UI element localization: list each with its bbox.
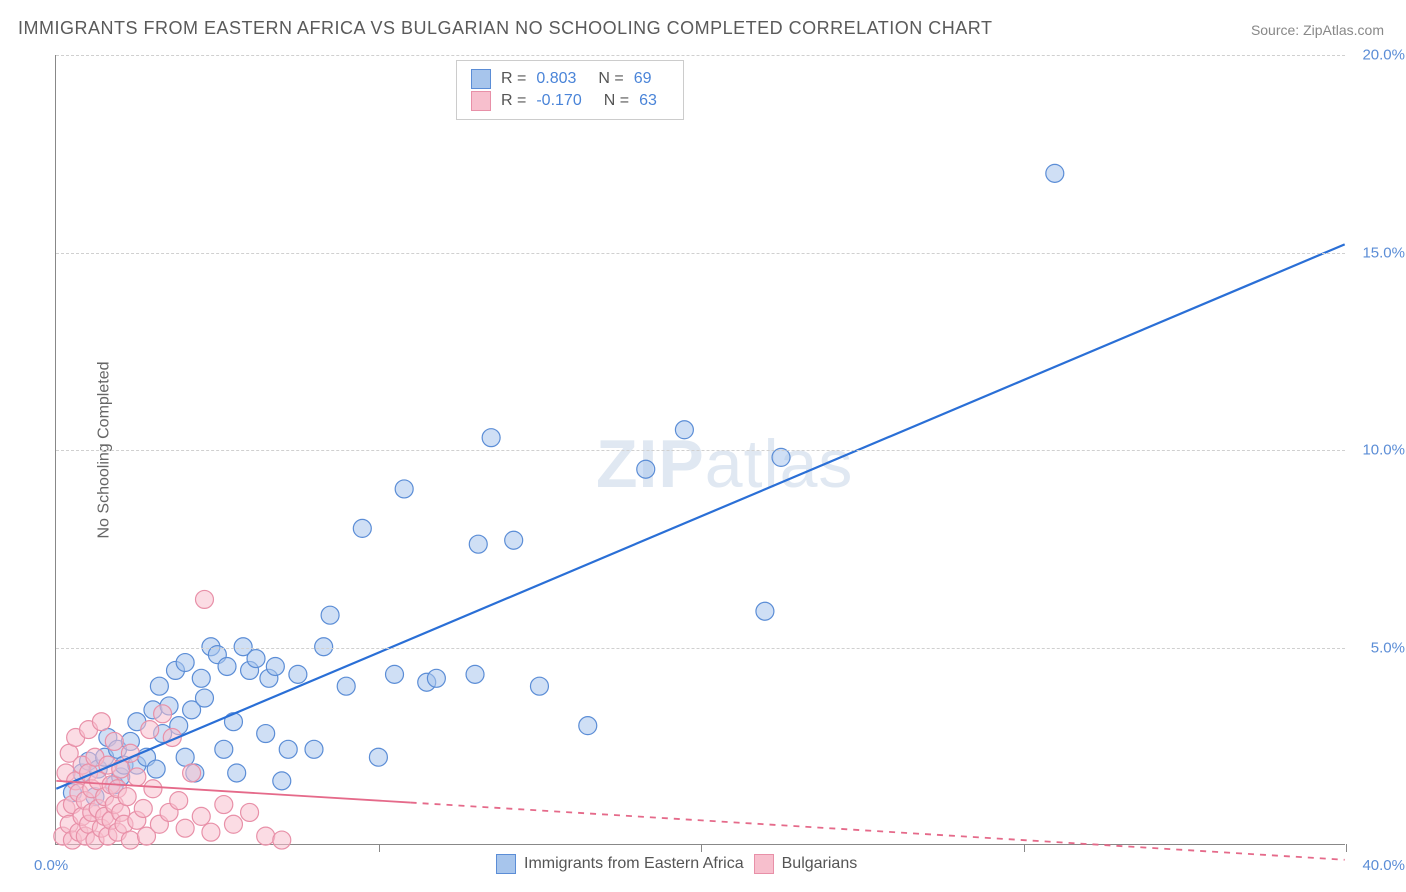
data-point [112, 760, 130, 778]
gridline [56, 648, 1345, 649]
data-point [195, 590, 213, 608]
data-point [176, 819, 194, 837]
data-point [337, 677, 355, 695]
y-tick-label: 5.0% [1371, 639, 1405, 656]
stat-n-value: 69 [634, 70, 652, 88]
data-point [257, 725, 275, 743]
x-tick [379, 844, 380, 852]
chart-title: IMMIGRANTS FROM EASTERN AFRICA VS BULGAR… [18, 18, 992, 39]
data-point [144, 780, 162, 798]
chart-area: No Schooling Completed ZIPatlas R = 0.80… [55, 55, 1345, 845]
legend-item: Bulgarians [754, 854, 858, 874]
x-origin-label: 0.0% [34, 857, 68, 874]
data-point [273, 772, 291, 790]
data-point [215, 796, 233, 814]
gridline [56, 55, 1345, 56]
legend-series: Immigrants from Eastern Africa Bulgarian… [496, 854, 857, 874]
data-point [321, 606, 339, 624]
data-point [386, 665, 404, 683]
data-point [154, 705, 172, 723]
data-point [756, 602, 774, 620]
stat-label: R = [501, 92, 526, 110]
source-label: Source: ZipAtlas.com [1251, 22, 1384, 38]
gridline [56, 253, 1345, 254]
data-point [192, 807, 210, 825]
legend-label: Immigrants from Eastern Africa [524, 855, 744, 873]
data-point [147, 760, 165, 778]
data-point [675, 421, 693, 439]
data-point [353, 519, 371, 537]
data-point [505, 531, 523, 549]
trend-line [56, 244, 1344, 788]
stat-n-value: 63 [639, 92, 657, 110]
y-tick-label: 15.0% [1362, 244, 1405, 261]
data-point [772, 448, 790, 466]
trend-line-dashed [411, 803, 1345, 860]
data-point [141, 721, 159, 739]
data-point [92, 713, 110, 731]
data-point [395, 480, 413, 498]
stat-label: R = [501, 70, 526, 88]
data-point [427, 669, 445, 687]
data-point [241, 803, 259, 821]
legend-stats-row: R = -0.170 N = 63 [471, 91, 669, 111]
x-tick [701, 844, 702, 852]
data-point [218, 657, 236, 675]
data-point [202, 823, 220, 841]
data-point [224, 815, 242, 833]
x-max-label: 40.0% [1362, 857, 1405, 874]
data-point [530, 677, 548, 695]
data-point [482, 429, 500, 447]
stat-r-value: 0.803 [536, 70, 576, 88]
data-point [279, 740, 297, 758]
data-point [170, 792, 188, 810]
x-tick [1024, 844, 1025, 852]
y-tick-label: 10.0% [1362, 442, 1405, 459]
gridline [56, 450, 1345, 451]
legend-stats: R = 0.803 N = 69 R = -0.170 N = 63 [456, 60, 684, 120]
legend-stats-row: R = 0.803 N = 69 [471, 69, 669, 89]
data-point [176, 654, 194, 672]
data-point [579, 717, 597, 735]
data-point [105, 732, 123, 750]
data-point [183, 764, 201, 782]
data-point [228, 764, 246, 782]
data-point [637, 460, 655, 478]
data-point [195, 689, 213, 707]
data-point [369, 748, 387, 766]
data-point [257, 827, 275, 845]
legend-label: Bulgarians [782, 855, 858, 873]
data-point [134, 800, 152, 818]
legend-swatch-blue [471, 69, 491, 89]
data-point [215, 740, 233, 758]
legend-swatch-pink [471, 91, 491, 111]
data-point [469, 535, 487, 553]
data-point [273, 831, 291, 849]
data-point [192, 669, 210, 687]
legend-swatch-blue [496, 854, 516, 874]
data-point [289, 665, 307, 683]
data-point [118, 788, 136, 806]
legend-item: Immigrants from Eastern Africa [496, 854, 744, 874]
data-point [1046, 164, 1064, 182]
data-point [247, 650, 265, 668]
data-point [266, 657, 284, 675]
data-point [305, 740, 323, 758]
legend-swatch-pink [754, 854, 774, 874]
stat-label: N = [604, 92, 629, 110]
data-point [150, 677, 168, 695]
stat-label: N = [598, 70, 623, 88]
stat-r-value: -0.170 [536, 92, 581, 110]
data-point [128, 768, 146, 786]
data-point [121, 831, 139, 849]
x-tick [1346, 844, 1347, 852]
data-point [466, 665, 484, 683]
y-tick-label: 20.0% [1362, 47, 1405, 64]
